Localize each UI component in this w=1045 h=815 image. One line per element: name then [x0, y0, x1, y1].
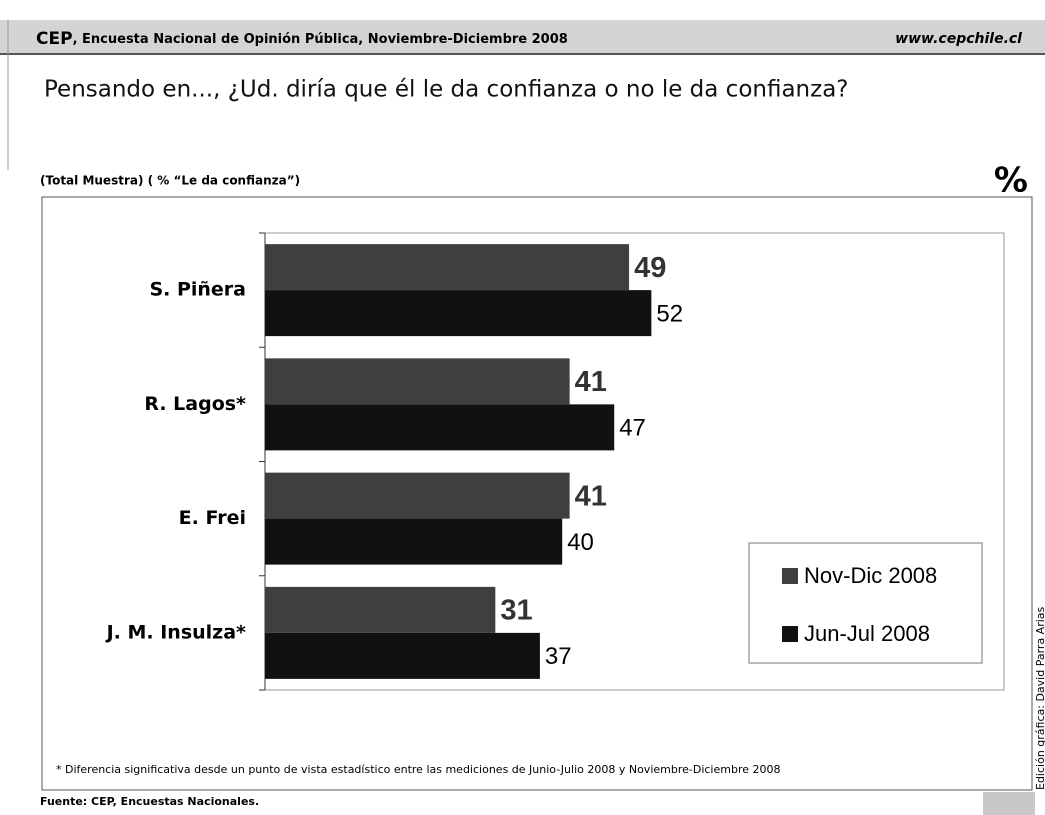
value-label: 49 [634, 252, 666, 284]
legend-swatch [782, 568, 798, 584]
bar [265, 586, 496, 633]
unit-label: % [994, 161, 1028, 201]
chart-subtitle: (Total Muestra) ( % “Le da confianza”) [40, 174, 300, 188]
y-tick-label: J. M. Insulza* [105, 621, 246, 643]
bar [265, 632, 540, 679]
bar [265, 472, 570, 519]
header-url: www.cepchile.cl [895, 31, 1022, 47]
value-label: 41 [575, 480, 607, 512]
legend-label: Nov-Dic 2008 [804, 563, 937, 588]
header-band [0, 20, 1045, 54]
credit: Edición gráfica: David Parra Arias [1034, 606, 1045, 790]
bar [265, 358, 570, 405]
bar [265, 518, 563, 565]
value-label: 31 [500, 595, 532, 627]
y-tick-label: R. Lagos* [144, 393, 246, 415]
corner-box [983, 792, 1035, 815]
footnote: * Diferencia significativa desde un punt… [56, 763, 781, 776]
source: Fuente: CEP, Encuestas Nacionales. [40, 795, 259, 808]
legend-swatch [782, 626, 798, 642]
value-label: 47 [619, 415, 646, 442]
header-title: , Encuesta Nacional de Opinión Pública, … [73, 32, 568, 47]
header-brand-text: CEP [36, 29, 73, 49]
chart-title: Pensando en..., ¿Ud. diría que él le da … [44, 77, 849, 103]
legend-label: Jun-Jul 2008 [804, 621, 930, 646]
y-tick-label: S. Piñera [149, 279, 246, 301]
bar [265, 404, 615, 451]
bar [265, 290, 652, 337]
value-label: 40 [567, 529, 594, 556]
bar [265, 244, 630, 291]
y-tick-label: E. Frei [179, 507, 246, 529]
value-label: 37 [545, 643, 572, 670]
header-brand: CEP, Encuesta Nacional de Opinión Públic… [36, 29, 568, 49]
value-label: 41 [575, 366, 607, 398]
value-label: 52 [656, 300, 683, 327]
legend-box [748, 542, 983, 664]
